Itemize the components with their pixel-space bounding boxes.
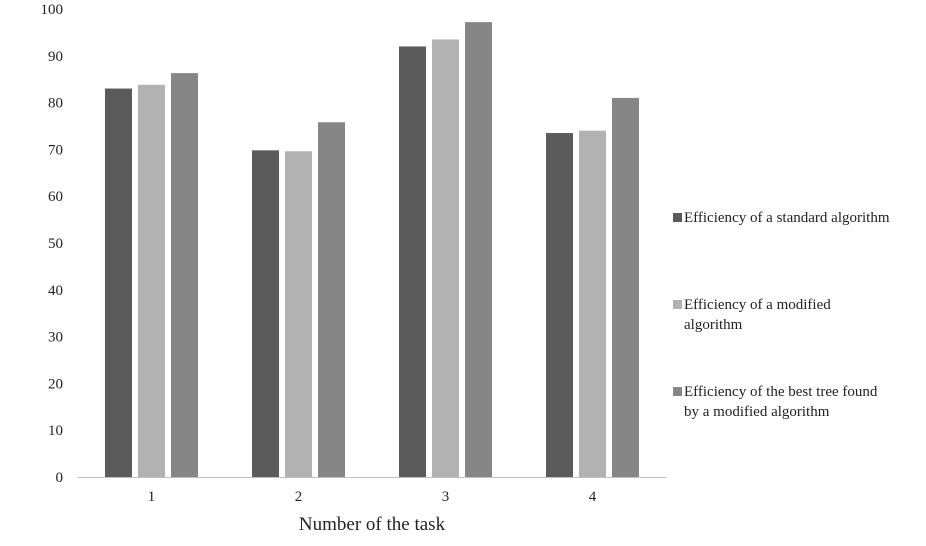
x-axis-title: Number of the task [299, 514, 446, 535]
legend-swatch [673, 300, 682, 309]
bar-series-3-task-1 [171, 73, 198, 477]
bar-series-1-task-1 [105, 88, 132, 477]
legend-label: by a modified algorithm [684, 404, 830, 420]
y-tick-label: 50 [48, 236, 63, 252]
bar-series-2-task-4 [579, 130, 606, 477]
legend-label: Efficiency of a standard algorithm [684, 210, 890, 226]
bar-series-3-task-2 [318, 122, 345, 478]
legend-swatch [673, 213, 682, 222]
y-tick-label: 100 [41, 2, 64, 18]
y-axis-ticks: 0 10 20 30 40 50 60 70 80 90 100 [41, 2, 64, 486]
legend-label: Efficiency of a modified [684, 297, 831, 313]
y-tick-label: 30 [48, 330, 63, 346]
x-axis-ticks: 1 2 3 4 [148, 489, 597, 505]
legend-label: Efficiency of the best tree found [684, 384, 878, 400]
y-tick-label: 0 [56, 470, 64, 486]
x-tick-label: 2 [295, 489, 303, 505]
y-tick-label: 10 [48, 423, 63, 439]
x-tick-label: 3 [442, 489, 450, 505]
y-tick-label: 20 [48, 376, 63, 392]
y-tick-label: 70 [48, 142, 63, 158]
y-tick-label: 80 [48, 96, 63, 112]
legend-swatch [673, 387, 682, 396]
bars [105, 22, 639, 478]
bar-series-1-task-4 [546, 133, 573, 477]
legend-label: algorithm [684, 317, 743, 333]
bar-series-1-task-3 [399, 46, 426, 477]
x-tick-label: 1 [148, 489, 156, 505]
bar-series-2-task-3 [432, 39, 459, 478]
bar-series-1-task-2 [252, 150, 279, 477]
bar-series-2-task-2 [285, 151, 312, 477]
y-tick-label: 40 [48, 283, 63, 299]
bar-series-3-task-3 [465, 22, 492, 477]
bar-series-2-task-1 [138, 84, 165, 477]
x-tick-label: 4 [589, 489, 597, 505]
bar-series-3-task-4 [612, 97, 639, 478]
y-tick-label: 90 [48, 49, 63, 65]
y-tick-label: 60 [48, 189, 63, 205]
legend: Efficiency of a standard algorithm Effici… [673, 210, 890, 420]
